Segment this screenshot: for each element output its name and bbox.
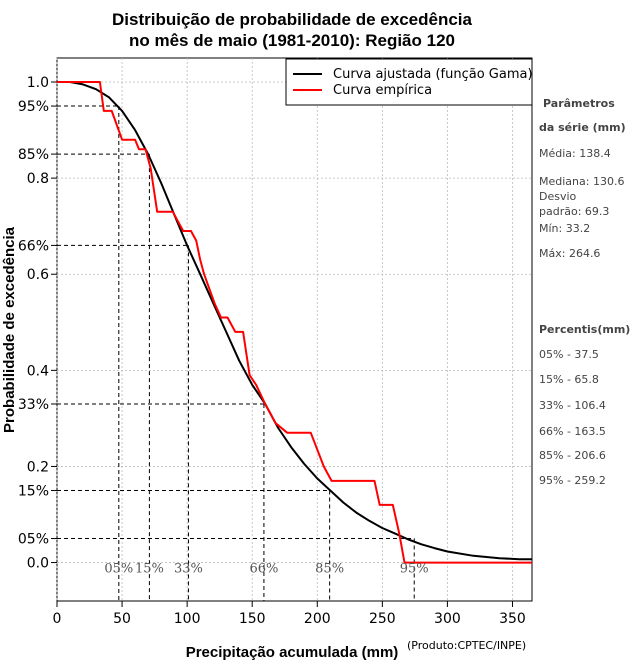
y-axis: 1.0 95% 85% 0.8 66% 0.6 0.4 33% 0.2 15% 05% 0.0 bbox=[18, 75, 57, 572]
x-tick-label: 50 bbox=[113, 611, 131, 627]
y-tick-label: 0.2 bbox=[27, 459, 49, 475]
chart-title-line-1: Distribuição de probabilidade de excedên… bbox=[112, 10, 472, 29]
legend-label-fitted: Curva ajustada (função Gama) bbox=[333, 67, 533, 82]
percentil-05: 05% - 37.5 bbox=[539, 348, 599, 361]
x-tick-label: 150 bbox=[239, 611, 266, 627]
y-tick-label: 0.6 bbox=[27, 267, 49, 283]
percentile-marker-label: 33% bbox=[174, 562, 203, 577]
percentile-marker-label: 05% bbox=[104, 562, 133, 577]
x-tick-label: 200 bbox=[304, 611, 331, 627]
stat-mediana: Mediana: 130.6 bbox=[539, 175, 624, 188]
percentile-marker-label: 95% bbox=[400, 562, 429, 577]
y-tick-label: 0.0 bbox=[27, 556, 49, 572]
percentil-95: 95% - 259.2 bbox=[539, 474, 606, 487]
y-tick-label: 95% bbox=[18, 99, 49, 115]
stat-min: Mín: 33.2 bbox=[539, 222, 590, 235]
stat-desvio-line-2: padrão: 69.3 bbox=[539, 205, 609, 218]
y-axis-title: Probabilidade de excedência bbox=[1, 226, 18, 433]
legend: Curva ajustada (função Gama) Curva empír… bbox=[285, 58, 533, 106]
percentil-85: 85% - 206.6 bbox=[539, 449, 606, 462]
plot-frame bbox=[56, 57, 533, 602]
y-tick-label: 85% bbox=[18, 147, 49, 163]
params-heading-2: da série (mm) bbox=[539, 121, 626, 134]
stat-media: Média: 138.4 bbox=[539, 147, 611, 160]
empirical-curve-line bbox=[57, 81, 532, 564]
percentis-heading: Percentis(mm) bbox=[539, 323, 630, 336]
percentile-marker-label: 15% bbox=[135, 562, 164, 577]
legend-box bbox=[285, 58, 533, 106]
percentile-marker-label: 66% bbox=[249, 562, 278, 577]
params-heading-1: Parâmetros bbox=[543, 97, 615, 110]
y-tick-label: 0.4 bbox=[27, 363, 49, 379]
chart-title-line-2: no mês de maio (1981-2010): Região 120 bbox=[129, 31, 455, 50]
credit-label: (Produto:CPTEC/INPE) bbox=[407, 639, 526, 652]
y-tick-label: 15% bbox=[18, 483, 49, 499]
percentile-guides bbox=[57, 105, 415, 601]
statistics-panel: Parâmetros da série (mm) Média: 138.4 Me… bbox=[539, 97, 630, 487]
stat-max: Máx: 264.6 bbox=[539, 247, 600, 260]
percentil-15: 15% - 65.8 bbox=[539, 373, 599, 386]
x-tick-label: 300 bbox=[434, 611, 461, 627]
x-tick-label: 100 bbox=[174, 611, 201, 627]
x-axis-title: Precipitação acumulada (mm) bbox=[186, 644, 399, 660]
legend-label-empirical: Curva empírica bbox=[333, 83, 432, 98]
x-tick-label: 0 bbox=[53, 611, 62, 627]
percentil-66: 66% - 163.5 bbox=[539, 425, 606, 438]
fitted-curve-line bbox=[57, 81, 532, 561]
y-tick-label: 05% bbox=[18, 532, 49, 548]
y-tick-label: 66% bbox=[18, 238, 49, 254]
percentil-33: 33% - 106.4 bbox=[539, 399, 606, 412]
y-tick-label: 0.8 bbox=[27, 171, 49, 187]
x-axis: 0 50 100 150 200 250 300 350 bbox=[53, 601, 526, 627]
series-group bbox=[57, 81, 532, 564]
y-tick-label: 1.0 bbox=[27, 75, 49, 91]
y-tick-label: 33% bbox=[18, 397, 49, 413]
x-tick-label: 350 bbox=[499, 611, 526, 627]
percentile-marker-label: 85% bbox=[315, 562, 344, 577]
percentile-markers: 05% 15% 33% 66% 85% 95% bbox=[104, 562, 428, 577]
x-tick-label: 250 bbox=[369, 611, 396, 627]
stat-desvio-line-1: Desvio bbox=[539, 190, 577, 203]
